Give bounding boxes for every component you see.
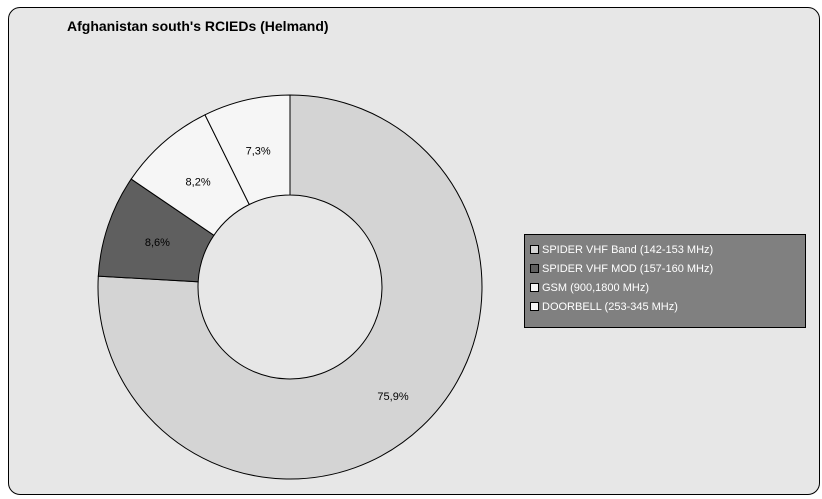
- data-label-4: 7,3%: [246, 146, 271, 158]
- legend-item: DOORBELL (253-345 MHz): [530, 297, 805, 316]
- legend-swatch: [530, 302, 539, 311]
- chart-area: Afghanistan south's RCIEDs (Helmand) 75,…: [8, 7, 820, 495]
- legend-swatch: [530, 264, 539, 273]
- legend-label: SPIDER VHF MOD (157-160 MHz): [542, 262, 714, 275]
- data-label-1: 75,9%: [377, 391, 408, 403]
- donut-slice-4: [204, 94, 291, 206]
- legend-item: SPIDER VHF Band (142-153 MHz): [530, 240, 805, 259]
- legend-item: SPIDER VHF MOD (157-160 MHz): [530, 259, 805, 278]
- legend-label: GSM (900,1800 MHz): [542, 281, 649, 294]
- donut-slice-1: [97, 94, 483, 480]
- chart-title: Afghanistan south's RCIEDs (Helmand): [67, 18, 329, 34]
- data-label-3: 8,2%: [186, 176, 211, 188]
- legend: SPIDER VHF Band (142-153 MHz) SPIDER VHF …: [524, 234, 806, 328]
- legend-label: SPIDER VHF Band (142-153 MHz): [542, 243, 714, 256]
- data-label-2: 8,6%: [145, 237, 170, 249]
- legend-swatch: [530, 245, 539, 254]
- donut-chart: 75,9% 8,6% 8,2% 7,3%: [97, 94, 483, 480]
- legend-item: GSM (900,1800 MHz): [530, 278, 805, 297]
- legend-label: DOORBELL (253-345 MHz): [542, 300, 678, 313]
- legend-swatch: [530, 283, 539, 292]
